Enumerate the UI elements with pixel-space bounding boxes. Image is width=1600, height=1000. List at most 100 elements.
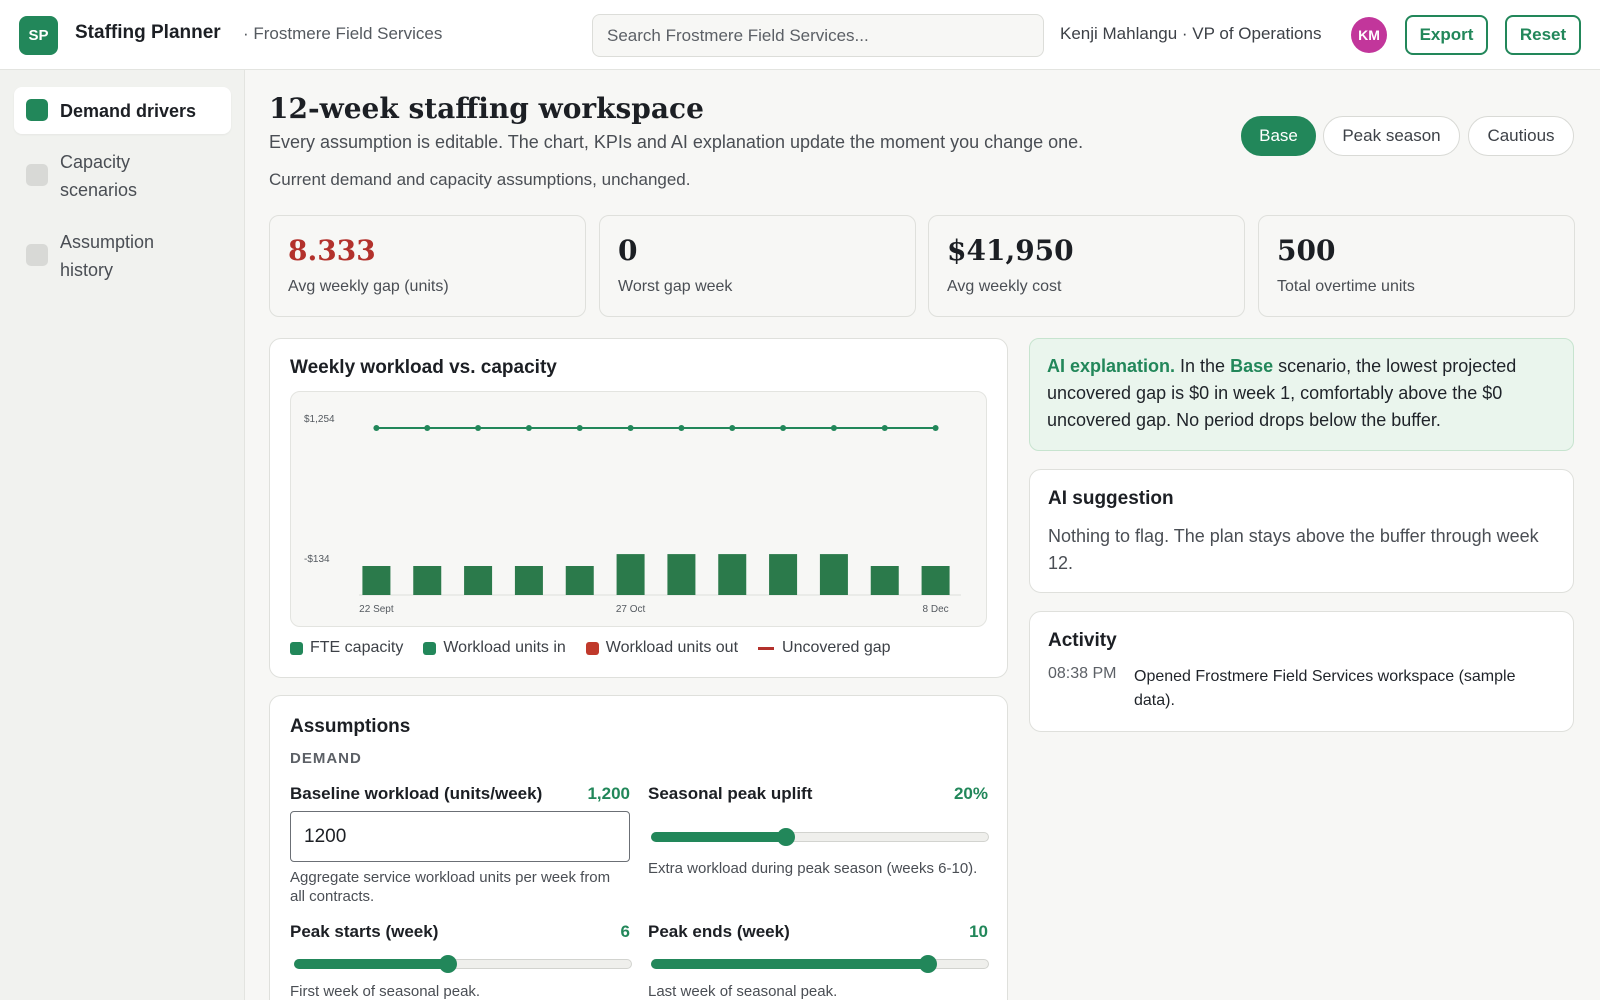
chart-card: Weekly workload vs. capacity $1,254 -$134… (269, 338, 1008, 678)
ai-suggestion-title: AI suggestion (1048, 488, 1174, 509)
kpi-value: 0 (618, 234, 638, 267)
baseline-label: Baseline workload (units/week) (290, 784, 543, 803)
x-tick-label: 8 Dec (923, 604, 949, 615)
peak-end-value: 10 (969, 922, 988, 941)
uplift-help: Extra workload during peak season (weeks… (648, 860, 978, 877)
point-fte-capacity (475, 425, 482, 431)
legend-workload-in[interactable]: Workload units in (423, 639, 566, 657)
point-fte-capacity (424, 425, 431, 431)
point-fte-capacity (830, 425, 837, 431)
bar-workload-in (616, 554, 645, 595)
legend-swatch (585, 641, 599, 655)
slider-thumb[interactable] (777, 828, 796, 846)
kpi-total-overtime: 500 Total overtime units (1258, 215, 1575, 317)
bar-workload-in (870, 566, 899, 595)
point-fte-capacity (881, 425, 888, 431)
scenario-cautious-button[interactable]: Cautious (1468, 116, 1574, 156)
reset-button[interactable]: Reset (1505, 15, 1581, 55)
avatar[interactable]: KM (1351, 17, 1387, 53)
sidebar-item-demand-drivers[interactable]: Demand drivers (14, 87, 231, 134)
page-title: 12-week staffing workspace (269, 92, 704, 125)
chart-title: Weekly workload vs. capacity (290, 357, 557, 378)
kpi-label: Worst gap week (618, 278, 733, 295)
kpi-label: Avg weekly gap (units) (288, 278, 449, 295)
assumption-history-icon (26, 244, 48, 266)
ai-explanation-card: AI explanation. In the Base scenario, th… (1029, 338, 1574, 451)
kpi-worst-gap-week: 0 Worst gap week (599, 215, 916, 317)
x-tick-label: 22 Sept (359, 604, 394, 615)
kpi-label: Avg weekly cost (947, 278, 1062, 295)
export-button[interactable]: Export (1405, 15, 1488, 55)
bar-workload-in (514, 566, 543, 595)
legend-uncovered-gap[interactable]: Uncovered gap (758, 639, 891, 657)
activity-title: Activity (1048, 630, 1117, 651)
bar-workload-in (413, 566, 442, 595)
ai-explanation-pre: In the (1175, 356, 1231, 376)
search-input[interactable] (592, 14, 1044, 57)
ai-explanation-body: scenario, the lowest projected uncovered… (1047, 356, 1517, 430)
top-bar: SP Staffing Planner · Frostmere Field Se… (0, 0, 1600, 70)
legend-swatch (423, 641, 437, 655)
slider-fill (651, 832, 787, 842)
ai-suggestion-text: Nothing to flag. The plan stays above th… (1048, 526, 1539, 573)
uplift-value: 20% (953, 784, 988, 803)
kpi-value: 8.333 (288, 234, 376, 267)
point-fte-capacity (780, 425, 787, 431)
bar-workload-in (667, 554, 696, 595)
scenario-base-button[interactable]: Base (1241, 116, 1316, 156)
demand-drivers-icon (26, 99, 48, 121)
chart-legend: FTE capacity Workload units in Workload … (290, 639, 911, 657)
slider-fill (651, 959, 928, 969)
legend-workload-out[interactable]: Workload units out (585, 639, 739, 657)
workload-chart: $1,254 -$134 22 Sept 27 Oct 8 Dec (304, 414, 961, 615)
ai-suggestion-card: AI suggestion Nothing to flag. The plan … (1029, 469, 1574, 593)
sidebar-item-capacity-scenarios[interactable]: Capacity scenarios (14, 148, 164, 206)
ai-explanation-scenario: Base (1230, 356, 1274, 376)
point-fte-capacity (576, 425, 583, 431)
legend-label: Workload units out (605, 639, 739, 656)
bar-workload-in (464, 566, 493, 595)
chart-area: $1,254 -$134 22 Sept 27 Oct 8 Dec (290, 391, 987, 627)
point-fte-capacity (729, 425, 736, 431)
sidebar-item-label: Demand drivers (60, 101, 197, 121)
kpi-value: $41,950 (947, 234, 1074, 267)
kpi-avg-weekly-gap: 8.333 Avg weekly gap (units) (269, 215, 586, 317)
legend-label: FTE capacity (310, 639, 404, 656)
capacity-scenarios-icon (26, 164, 48, 186)
peak-end-help: Last week of seasonal peak. (648, 983, 838, 1000)
ai-explanation-lead: AI explanation. (1047, 356, 1176, 376)
sidebar-item-label: Capacity scenarios (60, 152, 138, 200)
point-fte-capacity (525, 425, 532, 431)
slider-thumb[interactable] (438, 955, 457, 973)
ai-explanation-text: AI explanation. In the Base scenario, th… (1047, 353, 1562, 434)
org-name: · Frostmere Field Services (243, 24, 443, 43)
baseline-workload-input[interactable] (290, 811, 630, 862)
slider-thumb[interactable] (918, 955, 937, 973)
slider-fill (294, 959, 448, 969)
baseline-value: 1,200 (587, 784, 630, 803)
legend-label: Uncovered gap (782, 639, 891, 656)
legend-fte-capacity[interactable]: FTE capacity (290, 639, 403, 657)
legend-swatch (290, 641, 303, 655)
app-logo: SP (19, 16, 58, 55)
section-label-demand: DEMAND (290, 750, 362, 767)
y-tick-label: $1,254 (304, 414, 335, 425)
point-fte-capacity (373, 425, 380, 431)
assumptions-title: Assumptions (290, 716, 411, 737)
scenario-peak-season-button[interactable]: Peak season (1323, 116, 1460, 156)
peak-end-label: Peak ends (week) (648, 922, 790, 941)
seasonal-uplift-slider[interactable] (651, 827, 989, 847)
point-fte-capacity (678, 425, 685, 431)
bar-workload-in (819, 554, 848, 595)
app-name: Staffing Planner (75, 22, 221, 43)
peak-end-slider[interactable] (651, 954, 989, 974)
activity-card: Activity 08:38 PM Opened Frostmere Field… (1029, 611, 1574, 732)
kpi-value: 500 (1277, 234, 1336, 267)
sidebar-item-assumption-history[interactable]: Assumption history (14, 228, 189, 286)
x-tick-label: 27 Oct (616, 604, 646, 615)
sidebar: Demand drivers Capacity scenarios Assump… (0, 70, 245, 1000)
page-subtitle: Every assumption is editable. The chart,… (269, 132, 1084, 152)
baseline-help: Aggregate service workload units per wee… (290, 869, 611, 905)
assumptions-card: Assumptions DEMAND Baseline workload (un… (269, 695, 1008, 1000)
peak-start-slider[interactable] (294, 954, 632, 974)
